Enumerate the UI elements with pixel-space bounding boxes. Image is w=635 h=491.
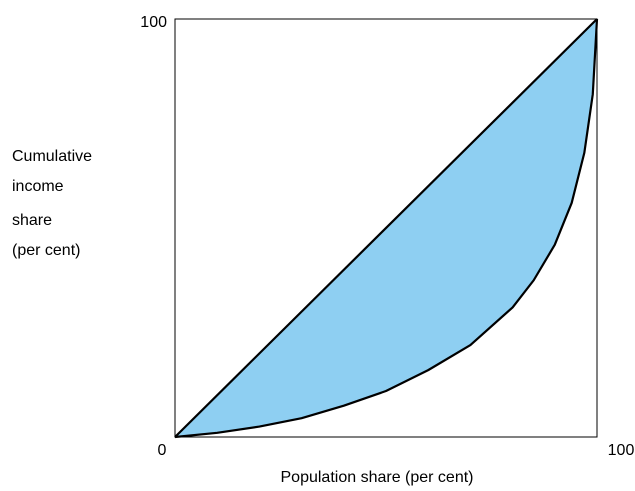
y-axis-label: Cumulative: [12, 148, 92, 165]
x-tick-label: 100: [608, 442, 635, 459]
lorenz-curve: [174, 18, 599, 439]
equality-line: [174, 18, 598, 438]
y-tick-label: 0: [158, 442, 167, 459]
y-axis-label: (per cent): [12, 242, 80, 259]
y-axis-label: share: [12, 212, 52, 229]
y-axis-label: income: [12, 178, 64, 195]
x-axis-label: Population share (per cent): [281, 469, 474, 486]
plot-frame: [174, 18, 598, 438]
y-tick-label: 100: [140, 14, 167, 31]
